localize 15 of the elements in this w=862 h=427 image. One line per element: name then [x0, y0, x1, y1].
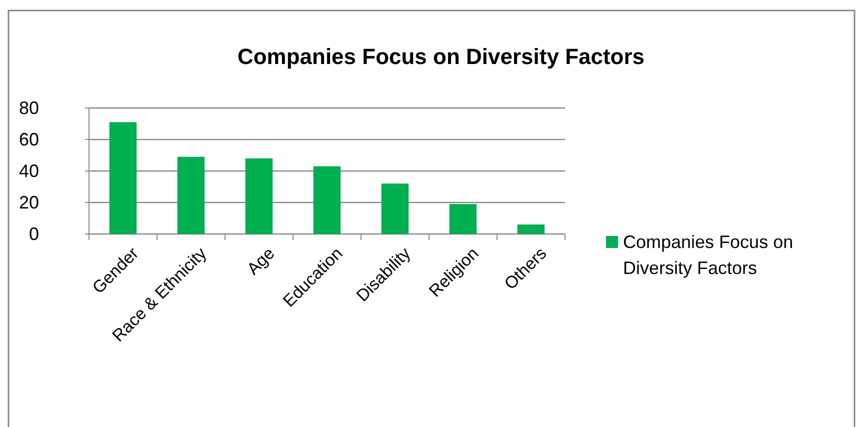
bar: [313, 166, 341, 234]
y-tick-label: 0: [28, 224, 39, 244]
y-tick-label: 80: [18, 98, 39, 118]
chart-title: Companies Focus on Diversity Factors: [237, 44, 645, 69]
bar: [517, 224, 545, 234]
legend-label: Companies Focus on Diversity Factors: [623, 232, 794, 278]
bar: [109, 122, 137, 234]
x-tick-label: Age: [243, 244, 278, 279]
bar: [381, 184, 409, 234]
bar: [177, 156, 205, 234]
y-tick-label: 60: [18, 129, 39, 150]
y-tick-label: 20: [18, 192, 39, 212]
bar: [245, 158, 273, 234]
bar: [449, 204, 477, 234]
y-tick-label: 40: [18, 160, 39, 181]
